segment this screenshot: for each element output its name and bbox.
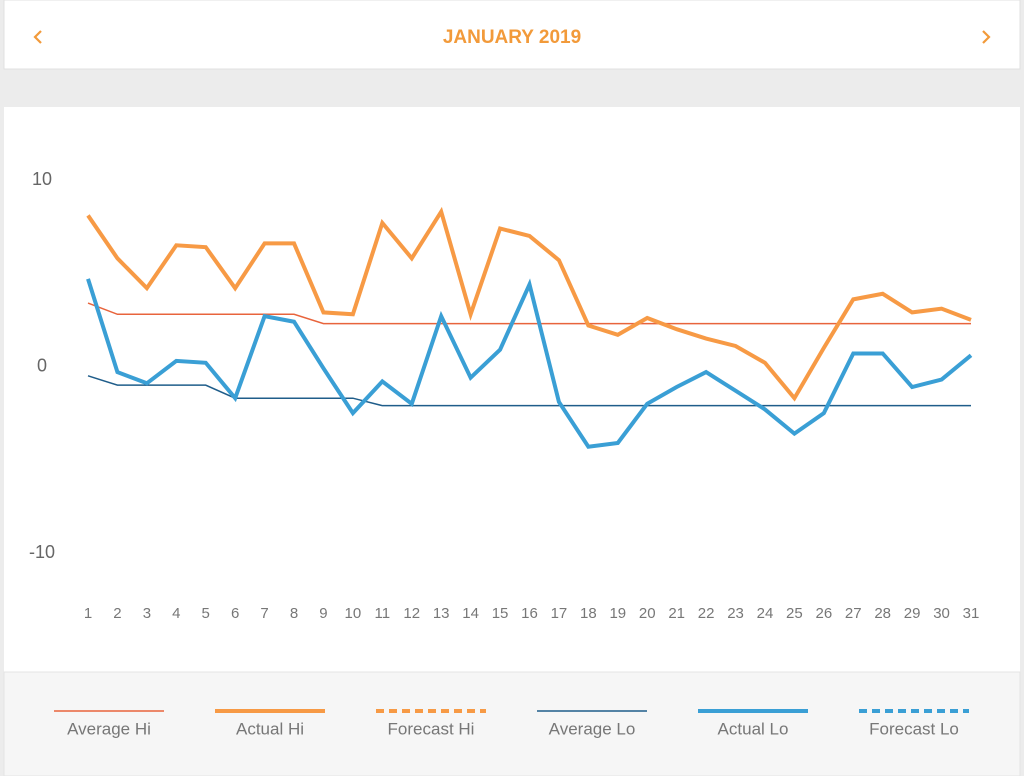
x-tick-label: 6 xyxy=(231,605,239,622)
x-tick-label: 9 xyxy=(319,605,327,622)
legend-label: Forecast Lo xyxy=(869,719,959,738)
x-tick-label: 18 xyxy=(580,605,597,622)
x-tick-label: 24 xyxy=(757,605,774,622)
legend-label: Forecast Hi xyxy=(388,719,475,738)
y-tick-label: -10 xyxy=(29,542,55,562)
x-tick-label: 14 xyxy=(462,605,479,622)
x-tick-label: 17 xyxy=(551,605,568,622)
x-tick-label: 5 xyxy=(202,605,210,622)
x-tick-label: 15 xyxy=(492,605,509,622)
x-tick-label: 26 xyxy=(815,605,832,622)
header-bar xyxy=(3,0,1021,70)
legend: Average Hi Actual Hi Forecast Hi Average Lo… xyxy=(54,709,969,738)
x-tick-label: 7 xyxy=(260,605,268,622)
legend-label: Average Lo xyxy=(549,719,636,738)
x-tick-label: 13 xyxy=(433,605,450,622)
x-tick-label: 4 xyxy=(172,605,180,622)
legend-panel xyxy=(3,671,1021,776)
x-tick-label: 25 xyxy=(786,605,803,622)
legend-label: Actual Lo xyxy=(718,719,789,738)
series-line xyxy=(87,302,971,325)
chart-panel xyxy=(4,107,1020,672)
x-tick-label: 30 xyxy=(933,605,950,622)
x-tick-label: 31 xyxy=(963,605,980,622)
x-tick-label: 23 xyxy=(727,605,744,622)
y-tick-label: 0 xyxy=(37,355,47,375)
x-tick-label: 28 xyxy=(874,605,891,622)
x-tick-label: 3 xyxy=(143,605,151,622)
x-tick-label: 22 xyxy=(698,605,715,622)
x-tick-label: 11 xyxy=(375,605,391,622)
series-line xyxy=(86,278,973,449)
legend-label: Actual Hi xyxy=(236,719,304,738)
x-tick-label: 12 xyxy=(403,605,420,622)
series-line xyxy=(86,206,972,402)
prev-month-button[interactable] xyxy=(33,30,42,44)
x-tick-label: 29 xyxy=(904,605,921,622)
month-title: JANUARY 2019 xyxy=(443,27,581,48)
y-tick-label: 10 xyxy=(32,169,52,189)
x-tick-label: 20 xyxy=(639,605,656,622)
x-tick-label: 16 xyxy=(521,605,538,622)
x-tick-label: 21 xyxy=(668,605,685,622)
x-tick-label: 2 xyxy=(113,605,121,622)
x-tick-label: 10 xyxy=(345,605,362,622)
next-month-button[interactable] xyxy=(982,30,991,44)
x-tick-label: 1 xyxy=(84,605,92,622)
x-tick-label: 27 xyxy=(845,605,862,622)
x-tick-label: 19 xyxy=(609,605,626,622)
x-tick-label: 8 xyxy=(290,605,298,622)
legend-label: Average Hi xyxy=(67,719,151,738)
